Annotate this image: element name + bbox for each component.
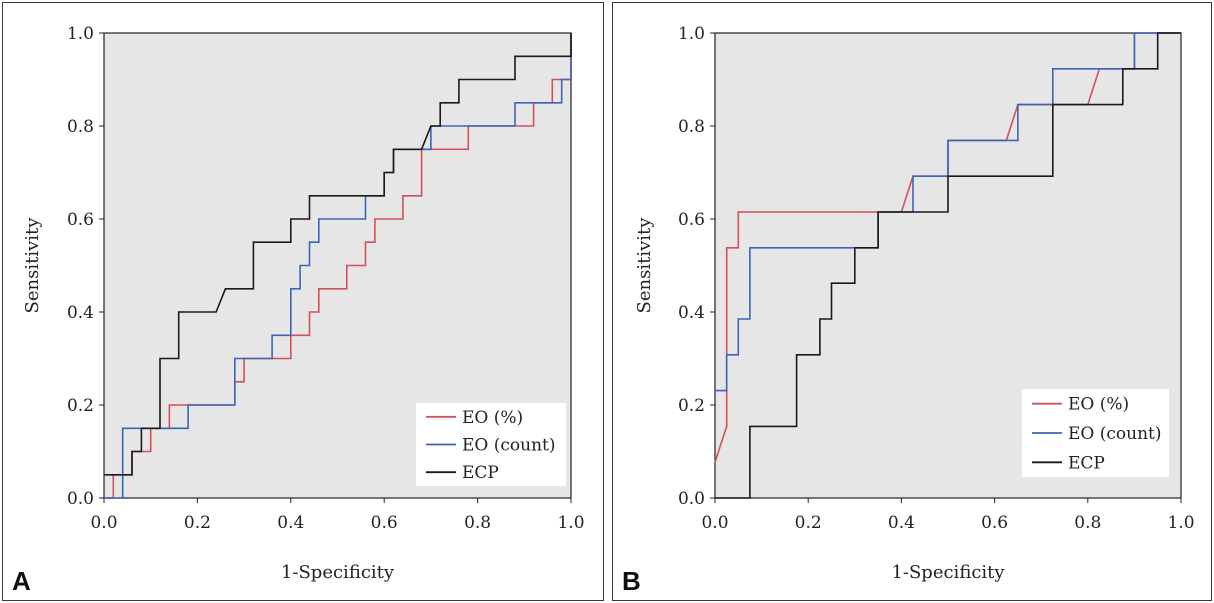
x-axis-title: 1-Specificity <box>891 562 1005 583</box>
y-tick-label: 0.6 <box>67 210 94 230</box>
x-tick-label: 0.6 <box>981 513 1008 533</box>
chart-panel-a: 0.0 0.2 0.4 0.6 0.8 1.0 0.0 0.2 0.4 0.6 0.8 1.0 1-Sp… <box>2 2 604 601</box>
y-tick-label: 0.4 <box>67 303 94 323</box>
legend-label: EO (count) <box>462 436 556 456</box>
y-axis-title: Sensitivity <box>634 217 655 314</box>
x-tick-label: 0.8 <box>1074 513 1101 533</box>
series-line-eo-count <box>104 33 572 499</box>
y-axis-title: Sensitivity <box>22 217 43 314</box>
y-tick-label: 0.4 <box>678 303 705 323</box>
roc-chart-a: 0.0 0.2 0.4 0.6 0.8 1.0 0.0 0.2 0.4 0.6 0.8 1.0 1-Sp… <box>22 24 585 583</box>
panel-label-a: A <box>12 566 31 596</box>
panel-label-b: B <box>622 566 641 596</box>
x-tick-label: 0.4 <box>888 513 915 533</box>
legend-label: EO (count) <box>1068 424 1162 444</box>
y-tick-label: 1.0 <box>67 24 94 44</box>
x-axis-title: 1-Specificity <box>281 562 395 583</box>
y-tick-label: 0.6 <box>678 210 705 230</box>
x-tick-label: 0.2 <box>184 513 211 533</box>
y-tick-label: 0.2 <box>67 396 94 416</box>
x-tick-label: 0.0 <box>90 513 117 533</box>
x-tick-label: 0.6 <box>371 513 398 533</box>
roc-chart-b: 0.0 0.2 0.4 0.6 0.8 1.0 0.0 0.2 0.4 0.6 0.8 1.0 1-Sp… <box>634 24 1195 583</box>
legend-label: ECP <box>1068 453 1105 473</box>
legend-label: EO (%) <box>462 408 523 428</box>
y-tick-label: 0.8 <box>67 117 94 137</box>
legend-label: ECP <box>462 463 499 483</box>
y-tick-label: 0.0 <box>67 489 94 509</box>
y-tick-label: 0.0 <box>678 489 705 509</box>
series-line-ecp <box>104 33 572 476</box>
x-tick-label: 0.8 <box>464 513 491 533</box>
x-tick-label: 1.0 <box>557 513 584 533</box>
series-line-eo-count <box>715 32 1181 392</box>
x-tick-label: 1.0 <box>1167 513 1194 533</box>
x-tick-label: 0.4 <box>277 513 304 533</box>
series-line-ecp <box>715 32 1181 499</box>
legend-label: EO (%) <box>1068 395 1129 415</box>
y-tick-label: 1.0 <box>678 24 705 44</box>
y-tick-label: 0.8 <box>678 117 705 137</box>
chart-panel-b: 0.0 0.2 0.4 0.6 0.8 1.0 0.0 0.2 0.4 0.6 0.8 1.0 1-Sp… <box>612 2 1212 601</box>
y-tick-label: 0.2 <box>678 396 705 416</box>
x-tick-label: 0.2 <box>795 513 822 533</box>
x-tick-label: 0.0 <box>701 513 728 533</box>
